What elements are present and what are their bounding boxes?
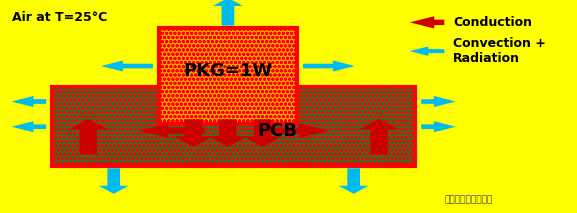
Text: PCB: PCB (257, 122, 297, 140)
FancyArrow shape (101, 60, 153, 72)
Bar (159, 28, 297, 124)
Text: Conduction: Conduction (453, 16, 532, 29)
FancyArrow shape (421, 96, 456, 107)
FancyArrow shape (208, 119, 248, 147)
FancyArrow shape (12, 96, 46, 107)
Text: Convection +
Radiation: Convection + Radiation (453, 37, 546, 65)
FancyArrow shape (174, 119, 213, 147)
FancyArrow shape (213, 0, 243, 26)
Bar (52, 87, 415, 166)
FancyArrow shape (359, 119, 399, 154)
FancyArrow shape (243, 119, 282, 147)
FancyArrow shape (421, 121, 456, 132)
Text: Air at T=25°C: Air at T=25°C (12, 11, 107, 24)
FancyArrow shape (339, 168, 369, 194)
FancyArrow shape (303, 60, 355, 72)
FancyArrow shape (263, 124, 328, 138)
FancyArrow shape (12, 121, 46, 132)
FancyArrow shape (410, 46, 444, 56)
Text: 封装与高速技术前沿: 封装与高速技术前沿 (444, 196, 493, 204)
Text: PKG=1W: PKG=1W (183, 62, 272, 80)
FancyArrow shape (69, 119, 108, 154)
FancyArrow shape (139, 124, 205, 138)
FancyArrow shape (99, 168, 129, 194)
FancyArrow shape (410, 16, 444, 29)
